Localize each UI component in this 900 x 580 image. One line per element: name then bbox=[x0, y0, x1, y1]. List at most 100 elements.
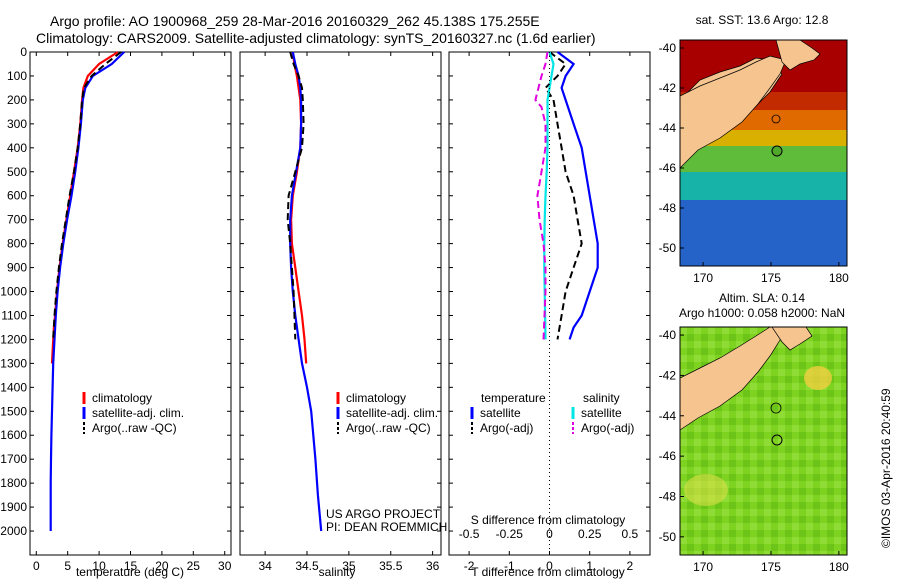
temperature-xtick-label: 15 bbox=[124, 559, 138, 573]
difference-series-s-satellite bbox=[543, 51, 555, 340]
legend-label-satellite: satellite-adj. clim. bbox=[92, 406, 184, 420]
temperature-axes bbox=[29, 51, 232, 556]
difference-toptick-label: 0 bbox=[546, 527, 553, 541]
sla-anomaly-high bbox=[804, 366, 832, 390]
sst-map-ytick-label: -48 bbox=[659, 201, 677, 215]
sst-map-ytick-label: -46 bbox=[659, 161, 677, 175]
depth-tick-label: 1000 bbox=[0, 285, 27, 299]
legend-label-climatology: climatology bbox=[92, 391, 152, 405]
sla-map-xtick-label: 175 bbox=[761, 560, 781, 574]
salinity-xtick-label: 34 bbox=[258, 559, 272, 573]
sla-map bbox=[680, 327, 847, 555]
difference-toptick-label: -0.25 bbox=[496, 527, 524, 541]
sst-map-frame bbox=[679, 39, 848, 267]
depth-tick-label: 1700 bbox=[0, 452, 27, 466]
legend-label-argo: Argo(..raw -QC) bbox=[92, 421, 177, 435]
sla-argo-marker bbox=[771, 434, 783, 446]
depth-tick-label: 0 bbox=[20, 45, 27, 59]
sla-map-xtick-label: 170 bbox=[693, 560, 713, 574]
depth-tick-label: 100 bbox=[7, 69, 27, 83]
depth-tick-label: 500 bbox=[7, 165, 27, 179]
difference-series-t-satellite bbox=[556, 51, 599, 340]
temperature-xtick-label: 10 bbox=[92, 559, 106, 573]
depth-tick-label: 1300 bbox=[0, 356, 27, 370]
difference-xtick-label: -1 bbox=[504, 559, 515, 573]
sla-land-north-island bbox=[771, 327, 813, 351]
difference-xtick-label: 0 bbox=[546, 559, 553, 573]
legend-label-s-argo: Argo(-adj) bbox=[581, 421, 634, 435]
sst-contour-ring bbox=[771, 114, 781, 124]
legend-heading-salinity: salinity bbox=[583, 391, 620, 405]
imos-footer: ©IMOS 03-Apr-2016 20:40:59 bbox=[879, 388, 893, 548]
temperature-xtick-label: 25 bbox=[187, 559, 201, 573]
depth-tick-label: 400 bbox=[7, 141, 27, 155]
difference-series-s-argo-adj- bbox=[534, 51, 549, 340]
depth-tick-label: 1600 bbox=[0, 428, 27, 442]
depth-tick-label: 1800 bbox=[0, 476, 27, 490]
temperature-xtick-label: 30 bbox=[218, 559, 232, 573]
depth-tick-label: 1100 bbox=[1, 308, 27, 322]
sla-map-frame bbox=[679, 326, 848, 556]
sla-map-title-2: Argo h1000: 0.058 h2000: NaN bbox=[679, 306, 845, 320]
sla-map-ytick-label: -40 bbox=[659, 328, 677, 342]
difference-toplabel: S difference from climatology bbox=[471, 513, 626, 527]
temperature-series-argo-raw-qc- bbox=[52, 51, 122, 340]
difference-xtick-label: -2 bbox=[464, 559, 475, 573]
difference-xtick-label: 2 bbox=[627, 559, 634, 573]
sla-map-ytick-label: -48 bbox=[659, 489, 677, 503]
difference-toptick-label: -0.5 bbox=[459, 527, 480, 541]
legend-label-t-argo: Argo(-adj) bbox=[480, 421, 533, 435]
sla-map-ytick-label: -50 bbox=[659, 530, 677, 544]
salinity-xtick-label: 35 bbox=[342, 559, 356, 573]
depth-tick-label: 1400 bbox=[0, 380, 27, 394]
legend-temperature: climatology satellite-adj. clim. Argo(..… bbox=[82, 391, 184, 435]
sla-map-ytick-label: -46 bbox=[659, 449, 677, 463]
sst-map-xtick-label: 170 bbox=[693, 271, 713, 285]
difference-toptick-label: 0.5 bbox=[622, 527, 639, 541]
legend-label-s-satellite: satellite bbox=[581, 406, 622, 420]
sst-argo-marker bbox=[771, 145, 783, 157]
sla-map-ytick-label: -44 bbox=[659, 409, 677, 423]
temperature-xlabel: temperature (deg C) bbox=[76, 565, 184, 579]
legend-label-t-satellite: satellite bbox=[480, 406, 521, 420]
sst-map-ytick-label: -50 bbox=[659, 241, 677, 255]
temperature-xtick-label: 20 bbox=[155, 559, 169, 573]
legend-difference: temperature satellite Argo(-adj) salinit… bbox=[470, 391, 634, 435]
depth-tick-label: 600 bbox=[7, 189, 27, 203]
header-line-2: Climatology: CARS2009. Satellite-adjuste… bbox=[36, 30, 596, 46]
sla-land-south-island bbox=[680, 327, 787, 431]
legend-heading-temperature: temperature bbox=[481, 391, 546, 405]
header-line-1: Argo profile: AO 1900968_259 28-Mar-2016… bbox=[50, 13, 540, 29]
sla-map-xtick-label: 180 bbox=[829, 560, 849, 574]
sst-map-ytick-label: -40 bbox=[659, 41, 677, 55]
credit-line-1: US ARGO PROJECT bbox=[326, 507, 441, 521]
legend-label-climatology: climatology bbox=[346, 391, 406, 405]
salinity-xtick-label: 34.5 bbox=[295, 559, 319, 573]
salinity-series-satellite-adj-clim- bbox=[289, 51, 323, 532]
legend-salinity: climatology satellite-adj. clim. Argo(..… bbox=[336, 391, 438, 435]
sla-map-ytick-label: -42 bbox=[659, 368, 677, 382]
salinity-xlabel: salinity bbox=[319, 565, 356, 579]
difference-xlabel: T difference from climatology bbox=[471, 565, 625, 579]
depth-tick-label: 300 bbox=[7, 117, 27, 131]
salinity-xtick-label: 35.5 bbox=[379, 559, 403, 573]
legend-label-satellite: satellite-adj. clim. bbox=[346, 406, 438, 420]
depth-tick-label: 1500 bbox=[0, 404, 27, 418]
salinity-xtick-label: 36 bbox=[426, 559, 440, 573]
sst-land-north-island bbox=[775, 40, 821, 71]
depth-tick-label: 900 bbox=[7, 261, 27, 275]
sla-contour-ring bbox=[770, 402, 782, 414]
legend-label-argo: Argo(..raw -QC) bbox=[346, 421, 431, 435]
depth-tick-label: 2000 bbox=[0, 524, 27, 538]
sst-map-title: sat. SST: 13.6 Argo: 12.8 bbox=[696, 13, 829, 27]
difference-toptick-label: 0.25 bbox=[578, 527, 602, 541]
difference-series-t-argo-adj- bbox=[544, 51, 583, 340]
sst-map-xtick-label: 175 bbox=[761, 271, 781, 285]
sla-map-title-1: Altim. SLA: 0.14 bbox=[719, 291, 805, 305]
credit-line-2: PI: DEAN ROEMMICH bbox=[326, 520, 447, 534]
difference-xtick-label: 1 bbox=[586, 559, 593, 573]
sst-map-xtick-label: 180 bbox=[829, 271, 849, 285]
depth-tick-label: 1900 bbox=[0, 500, 27, 514]
depth-tick-label: 200 bbox=[7, 93, 27, 107]
